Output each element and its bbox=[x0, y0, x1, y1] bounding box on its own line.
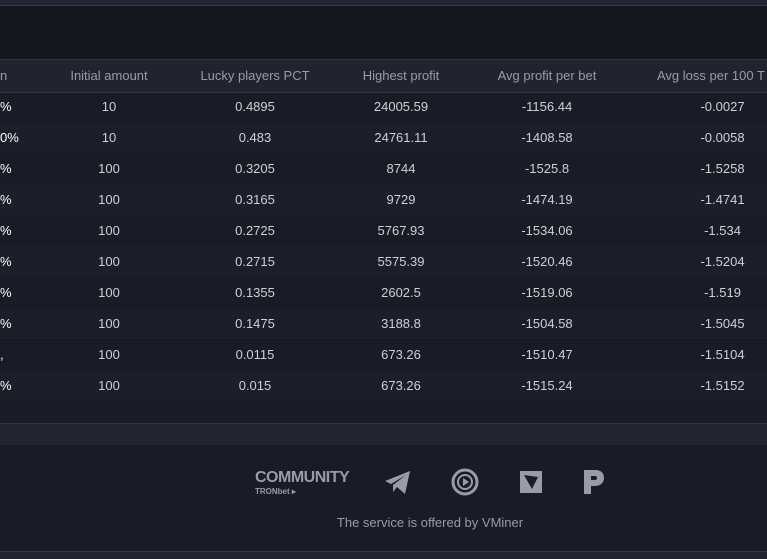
cell-avg-profit-per-bet: -1534.06 bbox=[521, 223, 573, 238]
cell-lucky-players-pct: 0.3205 bbox=[235, 161, 275, 176]
cell-initial-amount: 100 bbox=[98, 192, 120, 207]
cell-initial-amount: 10 bbox=[101, 130, 117, 145]
cell-initial-amount: 100 bbox=[98, 347, 120, 362]
cell-avg-profit-per-bet: -1519.06 bbox=[521, 285, 573, 300]
col-header-avg-profit-per-bet: Avg profit per bet bbox=[497, 68, 597, 83]
cell-highest-profit: 24005.59 bbox=[373, 99, 429, 114]
table-row: % 100 0.3205 8744 -1525.8 -1.5258 bbox=[0, 153, 767, 184]
cell-initial-amount: 10 bbox=[101, 99, 117, 114]
cell-initial-amount: 100 bbox=[98, 223, 120, 238]
table-row: % 100 0.015 673.26 -1515.24 -1.5152 bbox=[0, 370, 767, 401]
cell-avg-profit-per-bet: -1510.47 bbox=[521, 347, 573, 362]
cell-highest-profit: 9729 bbox=[386, 192, 416, 207]
banner-area bbox=[0, 6, 767, 59]
cell-partial: , bbox=[0, 347, 4, 362]
cell-initial-amount: 100 bbox=[98, 161, 120, 176]
cell-lucky-players-pct: 0.1475 bbox=[235, 316, 275, 331]
cell-avg-profit-per-bet: -1408.58 bbox=[521, 130, 573, 145]
cell-avg-loss-per-100: -1.5152 bbox=[700, 378, 745, 393]
cell-partial: % bbox=[0, 223, 12, 238]
cell-avg-profit-per-bet: -1520.46 bbox=[521, 254, 573, 269]
cell-avg-profit-per-bet: -1156.44 bbox=[521, 99, 573, 114]
cell-avg-loss-per-100: -1.4741 bbox=[700, 192, 745, 207]
col-header-partial: n bbox=[0, 68, 8, 83]
footer: COMMUNITY TRONbet ▸ The service is offer… bbox=[0, 445, 767, 558]
cell-avg-profit-per-bet: -1474.19 bbox=[521, 192, 573, 207]
col-header-lucky-players-pct: Lucky players PCT bbox=[200, 68, 310, 83]
cell-lucky-players-pct: 0.4895 bbox=[235, 99, 275, 114]
table-row: % 100 0.1475 3188.8 -1504.58 -1.5045 bbox=[0, 308, 767, 339]
cell-avg-profit-per-bet: -1525.8 bbox=[524, 161, 570, 176]
cell-lucky-players-pct: 0.2725 bbox=[235, 223, 275, 238]
cell-lucky-players-pct: 0.0115 bbox=[235, 347, 275, 362]
table-row: % 100 0.2725 5767.93 -1534.06 -1.534 bbox=[0, 215, 767, 246]
table-row: % 10 0.4895 24005.59 -1156.44 -0.0027 bbox=[0, 91, 767, 122]
cell-highest-profit: 5767.93 bbox=[377, 223, 425, 238]
cell-lucky-players-pct: 0.2715 bbox=[235, 254, 275, 269]
table-row: 0% 10 0.483 24761.11 -1408.58 -0.0058 bbox=[0, 122, 767, 153]
table-row: % 100 0.2715 5575.39 -1520.46 -1.5204 bbox=[0, 246, 767, 277]
col-header-avg-loss-per-100: Avg loss per 100 T bbox=[657, 68, 765, 83]
cell-lucky-players-pct: 0.483 bbox=[238, 130, 272, 145]
cell-highest-profit: 673.26 bbox=[381, 378, 421, 393]
table-header: n Initial amount Lucky players PCT Highe… bbox=[0, 59, 767, 93]
play-circle-icon[interactable] bbox=[449, 466, 481, 498]
p-logo-icon[interactable] bbox=[578, 466, 610, 498]
cell-lucky-players-pct: 0.3165 bbox=[235, 192, 275, 207]
table-row: % 100 0.1355 2602.5 -1519.06 -1.519 bbox=[0, 277, 767, 308]
community-subtitle: TRONbet ▸ bbox=[255, 487, 296, 496]
cell-avg-loss-per-100: -0.0027 bbox=[700, 99, 745, 114]
cell-initial-amount: 100 bbox=[98, 316, 120, 331]
cell-partial: % bbox=[0, 316, 12, 331]
cell-partial: % bbox=[0, 99, 12, 114]
cell-avg-loss-per-100: -1.5204 bbox=[700, 254, 745, 269]
brand-icon[interactable] bbox=[515, 466, 547, 498]
footer-bottom-bar bbox=[0, 551, 767, 559]
col-header-highest-profit: Highest profit bbox=[362, 68, 440, 83]
cell-initial-amount: 100 bbox=[98, 285, 120, 300]
cell-highest-profit: 8744 bbox=[386, 161, 416, 176]
cell-highest-profit: 24761.11 bbox=[374, 130, 428, 145]
cell-avg-loss-per-100: -1.534 bbox=[704, 223, 741, 238]
cell-avg-loss-per-100: -0.0058 bbox=[700, 130, 745, 145]
cell-avg-profit-per-bet: -1515.24 bbox=[521, 378, 573, 393]
cell-partial: % bbox=[0, 254, 12, 269]
cell-partial: % bbox=[0, 378, 12, 393]
cell-partial: 0% bbox=[0, 130, 19, 145]
horizontal-scrollbar[interactable] bbox=[0, 423, 767, 446]
cell-partial: % bbox=[0, 192, 12, 207]
cell-avg-profit-per-bet: -1504.58 bbox=[521, 316, 573, 331]
cell-highest-profit: 3188.8 bbox=[381, 316, 421, 331]
cell-highest-profit: 673.26 bbox=[381, 347, 421, 362]
cell-avg-loss-per-100: -1.519 bbox=[704, 285, 741, 300]
community-tronbet-logo[interactable]: COMMUNITY TRONbet ▸ bbox=[255, 469, 350, 499]
top-divider bbox=[0, 0, 767, 6]
cell-avg-loss-per-100: -1.5104 bbox=[700, 347, 745, 362]
cell-initial-amount: 100 bbox=[98, 378, 120, 393]
cell-partial: % bbox=[0, 285, 12, 300]
cell-avg-loss-per-100: -1.5045 bbox=[700, 316, 745, 331]
cell-lucky-players-pct: 0.015 bbox=[238, 378, 272, 393]
service-credit: The service is offered by VMiner bbox=[336, 515, 524, 530]
col-header-initial-amount: Initial amount bbox=[70, 68, 148, 83]
telegram-icon[interactable] bbox=[382, 466, 414, 498]
cell-initial-amount: 100 bbox=[98, 254, 120, 269]
community-title: COMMUNITY bbox=[255, 469, 350, 486]
table-row: % 100 0.3165 9729 -1474.19 -1.4741 bbox=[0, 184, 767, 215]
cell-avg-loss-per-100: -1.5258 bbox=[700, 161, 745, 176]
cell-lucky-players-pct: 0.1355 bbox=[235, 285, 275, 300]
cell-partial: % bbox=[0, 161, 12, 176]
cell-highest-profit: 5575.39 bbox=[377, 254, 425, 269]
cell-highest-profit: 2602.5 bbox=[381, 285, 421, 300]
table-row: , 100 0.0115 673.26 -1510.47 -1.5104 bbox=[0, 339, 767, 370]
results-table: n Initial amount Lucky players PCT Highe… bbox=[0, 59, 767, 404]
